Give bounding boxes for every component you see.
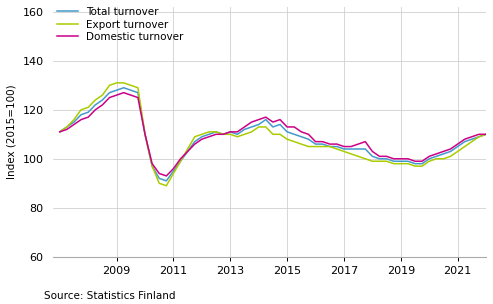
Total turnover: [348, 147, 354, 151]
Export turnover: [163, 184, 169, 188]
Domestic turnover: [121, 91, 127, 95]
Domestic turnover: [348, 145, 354, 148]
Export turnover: [348, 152, 354, 156]
Total turnover: [163, 179, 169, 183]
Domestic turnover: [163, 174, 169, 178]
Total turnover: [57, 130, 63, 134]
Domestic turnover: [57, 130, 63, 134]
Line: Total turnover: Total turnover: [60, 88, 493, 181]
Total turnover: [121, 86, 127, 90]
Line: Domestic turnover: Domestic turnover: [60, 93, 493, 176]
Line: Export turnover: Export turnover: [60, 83, 493, 186]
Text: Source: Statistics Finland: Source: Statistics Finland: [44, 291, 176, 301]
Export turnover: [57, 130, 63, 134]
Y-axis label: Index (2015=100): Index (2015=100): [7, 85, 17, 179]
Export turnover: [114, 81, 120, 85]
Legend: Total turnover, Export turnover, Domestic turnover: Total turnover, Export turnover, Domesti…: [57, 7, 183, 42]
